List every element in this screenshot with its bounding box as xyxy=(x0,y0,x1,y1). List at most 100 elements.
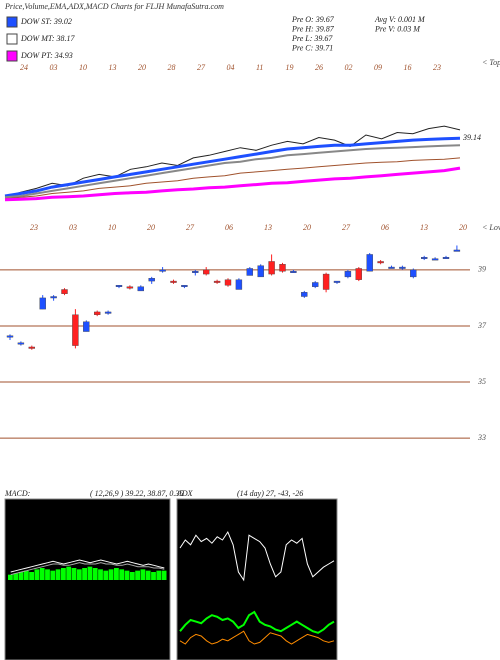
macd-histogram-bar xyxy=(18,572,24,580)
legend-swatch xyxy=(6,50,18,62)
legend-label: DOW PT: 34.93 xyxy=(20,51,73,60)
macd-histogram-bar xyxy=(98,569,103,580)
candle-body xyxy=(202,269,210,275)
candle-body xyxy=(355,268,362,280)
date-label: 06 xyxy=(381,223,389,232)
y-tick-label: 39 xyxy=(477,265,486,274)
date-label: 10 xyxy=(79,63,87,72)
date-label: 04 xyxy=(227,63,235,72)
candle-body xyxy=(192,271,199,273)
date-label: 27 xyxy=(342,223,351,232)
corner-label: < Lows xyxy=(482,223,500,232)
candle-body xyxy=(104,311,112,314)
y-tick-label: 33 xyxy=(477,433,486,442)
candle-body xyxy=(213,280,221,283)
macd-histogram-bar xyxy=(129,572,135,580)
date-label: 23 xyxy=(433,63,441,72)
info-text: Pre H: 39.87 xyxy=(291,24,335,33)
candle-body xyxy=(39,297,46,310)
panel-title: ADX xyxy=(176,489,194,498)
candle-body xyxy=(268,261,275,275)
candle-body xyxy=(279,264,286,272)
date-label: 13 xyxy=(264,223,272,232)
info-text: Avg V: 0.001 M xyxy=(374,15,426,24)
ema-line xyxy=(4,166,461,202)
candle-body xyxy=(148,278,155,282)
macd-histogram-bar xyxy=(161,570,167,580)
date-label: 03 xyxy=(50,63,58,72)
legend-swatch xyxy=(6,33,18,45)
date-label: 13 xyxy=(109,63,117,72)
adx-line xyxy=(179,530,335,582)
candle-body xyxy=(366,254,373,272)
candle-body xyxy=(6,335,14,338)
date-label: 09 xyxy=(374,63,382,72)
candle-body xyxy=(312,282,319,287)
macd-histogram-bar xyxy=(61,568,66,580)
date-label: 06 xyxy=(225,223,233,232)
info-text: Pre O: 39.67 xyxy=(291,15,335,24)
date-label: 20 xyxy=(138,63,146,72)
candle-body xyxy=(61,289,68,294)
ema-line xyxy=(4,125,461,198)
macd-histogram-bar xyxy=(82,568,87,580)
chart-title: Price,Volume,EMA,ADX,MACD Charts for FLJ… xyxy=(4,2,224,11)
date-label: 20 xyxy=(459,223,467,232)
info-text: Pre V: 0.03 M xyxy=(374,24,421,33)
candle-body xyxy=(126,286,134,289)
candle-body xyxy=(170,280,177,283)
candle-body xyxy=(181,285,188,287)
candle-body xyxy=(72,314,79,346)
candle-body xyxy=(421,257,428,259)
candle-body xyxy=(377,261,384,264)
panel-title: MACD: xyxy=(4,489,31,498)
candle-body xyxy=(431,258,439,261)
macd-histogram-bar xyxy=(76,569,82,580)
macd-histogram-bar xyxy=(50,570,56,580)
date-label: 02 xyxy=(345,63,353,72)
info-text: Pre L: 39.67 xyxy=(291,34,333,43)
macd-histogram-bar xyxy=(29,572,34,580)
date-label: 13 xyxy=(420,223,428,232)
macd-histogram-bar xyxy=(39,568,45,580)
candle-body xyxy=(224,279,232,286)
candle-body xyxy=(322,273,330,290)
date-label: 20 xyxy=(147,223,155,232)
candle-body xyxy=(333,280,341,283)
panel-params: (14 day) 27, -43, -26 xyxy=(237,489,303,498)
date-label: 28 xyxy=(168,63,176,72)
candle-body xyxy=(235,279,243,290)
legend-label: DOW ST: 39.02 xyxy=(20,17,72,26)
date-label: 16 xyxy=(404,63,412,72)
macd-histogram-bar xyxy=(87,566,93,580)
y-tick-label: 35 xyxy=(477,377,486,386)
macd-histogram-bar xyxy=(140,569,146,580)
macd-line xyxy=(10,559,165,573)
date-label: 23 xyxy=(30,223,38,232)
candle-body xyxy=(50,296,57,299)
candle-body xyxy=(257,265,264,278)
macd-histogram-bar xyxy=(108,569,114,580)
adx-line xyxy=(179,610,335,634)
macd-histogram-bar xyxy=(13,573,19,580)
macd-histogram-bar xyxy=(124,570,130,580)
ema-line xyxy=(4,144,461,199)
macd-histogram-bar xyxy=(135,570,140,580)
date-label: 27 xyxy=(197,63,206,72)
macd-histogram-bar xyxy=(23,570,29,580)
y-tick-label: 37 xyxy=(477,321,487,330)
adx-line xyxy=(179,630,335,645)
candle-body xyxy=(93,311,101,315)
macd-histogram-bar xyxy=(34,569,40,580)
macd-histogram-bar xyxy=(151,572,156,580)
candle-body xyxy=(137,286,145,292)
panel-params: ( 12,26,9 ) 39.22, 38.87, 0.35 xyxy=(90,489,183,498)
ema-line xyxy=(4,157,461,200)
date-label: 11 xyxy=(256,63,263,72)
macd-histogram-bar xyxy=(66,566,72,580)
adx-panel xyxy=(176,498,338,660)
macd-histogram-bar xyxy=(8,574,13,580)
candle-body xyxy=(290,271,297,273)
date-label: 27 xyxy=(186,223,195,232)
macd-line xyxy=(10,562,165,576)
